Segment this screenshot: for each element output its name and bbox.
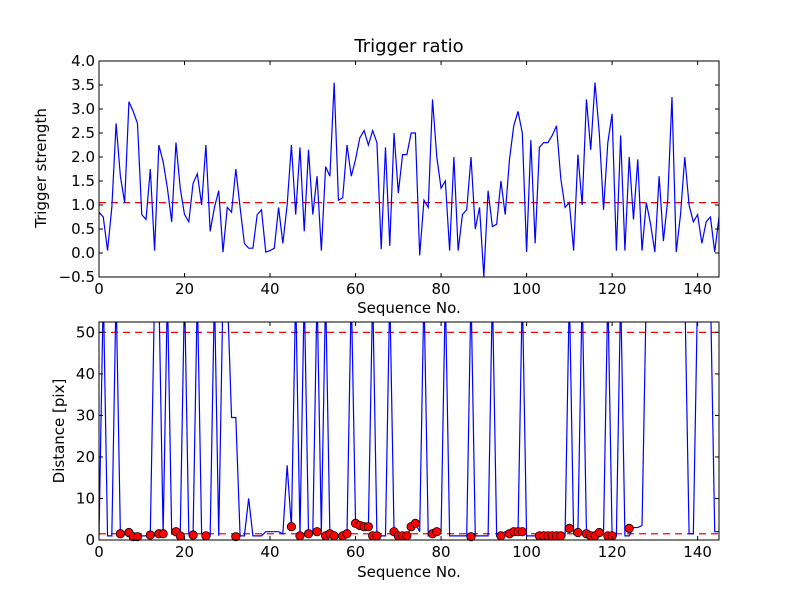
x-tick-label: 0 bbox=[94, 543, 104, 561]
x-axis-label: Sequence No. bbox=[357, 563, 461, 581]
x-tick-label: 20 bbox=[175, 280, 194, 298]
data-point-marker bbox=[624, 523, 634, 533]
x-tick-label: 120 bbox=[598, 543, 627, 561]
x-tick-label: 80 bbox=[432, 543, 451, 561]
data-point-marker bbox=[363, 522, 373, 532]
data-point-marker bbox=[329, 531, 339, 541]
data-point-marker bbox=[517, 527, 527, 537]
x-axis-label: Sequence No. bbox=[357, 299, 461, 317]
y-tick-label: 0.0 bbox=[71, 244, 95, 262]
data-point-marker bbox=[564, 523, 574, 533]
data-point-marker bbox=[231, 532, 241, 542]
data-point-marker bbox=[201, 531, 211, 541]
x-tick-label: 140 bbox=[683, 543, 712, 561]
y-tick-label: 2.5 bbox=[71, 124, 95, 142]
data-point-marker bbox=[132, 532, 143, 542]
y-axis-label: Distance [pix] bbox=[50, 379, 68, 484]
data-point-marker bbox=[295, 531, 305, 541]
y-tick-label: 50 bbox=[76, 323, 95, 341]
data-point-marker bbox=[496, 531, 506, 541]
x-tick-label: 60 bbox=[346, 280, 365, 298]
data-point-marker bbox=[342, 529, 352, 539]
data-point-marker bbox=[573, 527, 583, 538]
data-point-marker bbox=[175, 531, 185, 541]
x-tick-label: 20 bbox=[175, 543, 194, 561]
data-point-marker bbox=[145, 530, 155, 540]
axes-frame bbox=[98, 60, 720, 278]
data-point-marker bbox=[115, 529, 125, 539]
plot-area bbox=[99, 322, 719, 540]
y-tick-label: −0.5 bbox=[59, 268, 95, 286]
data-point-marker bbox=[594, 527, 604, 538]
y-tick-label: 2.0 bbox=[71, 148, 95, 166]
data-point-marker bbox=[466, 532, 476, 542]
y-tick-label: 30 bbox=[76, 406, 95, 424]
x-tick-label: 120 bbox=[598, 280, 627, 298]
x-tick-label: 100 bbox=[512, 543, 541, 561]
series-line bbox=[99, 82, 719, 277]
distance-panel: Sequence No. Distance [pix] 0 20 40 60 80 100… bbox=[50, 321, 720, 581]
data-point-marker bbox=[286, 522, 297, 532]
y-tick-label: 3.0 bbox=[71, 100, 95, 118]
y-tick-label: 4.0 bbox=[71, 52, 95, 70]
y-tick-label: 10 bbox=[76, 489, 95, 507]
y-tick-label: 0.5 bbox=[71, 220, 95, 238]
data-point-marker bbox=[312, 527, 322, 537]
data-point-marker bbox=[188, 530, 198, 540]
data-point-marker bbox=[158, 529, 168, 539]
y-tick-label: 1.0 bbox=[71, 196, 95, 214]
x-tick-label: 60 bbox=[346, 543, 365, 561]
data-point-marker bbox=[402, 531, 412, 541]
y-tick-label: 0 bbox=[85, 531, 95, 549]
y-tick-label: 1.5 bbox=[71, 172, 95, 190]
x-tick-label: 100 bbox=[512, 280, 541, 298]
x-tick-label: 0 bbox=[94, 280, 104, 298]
data-point-marker bbox=[556, 531, 566, 541]
y-tick-label: 40 bbox=[76, 365, 95, 383]
x-tick-label: 80 bbox=[432, 280, 451, 298]
chart-title: Trigger ratio bbox=[353, 36, 463, 57]
plot-area bbox=[99, 61, 719, 277]
y-axis-label: Trigger strength bbox=[32, 108, 50, 229]
data-point-marker bbox=[303, 529, 314, 539]
x-tick-label: 40 bbox=[260, 543, 279, 561]
plot-content bbox=[99, 82, 719, 277]
y-tick-label: 20 bbox=[76, 448, 95, 466]
y-tick-label: 3.5 bbox=[71, 76, 95, 94]
x-tick-label: 40 bbox=[260, 280, 279, 298]
data-point-marker bbox=[410, 518, 421, 528]
data-point-marker bbox=[432, 527, 442, 537]
x-tick-label: 140 bbox=[683, 280, 712, 298]
data-point-marker bbox=[372, 531, 382, 541]
axes-frame bbox=[98, 321, 720, 541]
trigger-ratio-panel: Trigger ratio Sequence No. Trigger stren… bbox=[32, 36, 720, 317]
